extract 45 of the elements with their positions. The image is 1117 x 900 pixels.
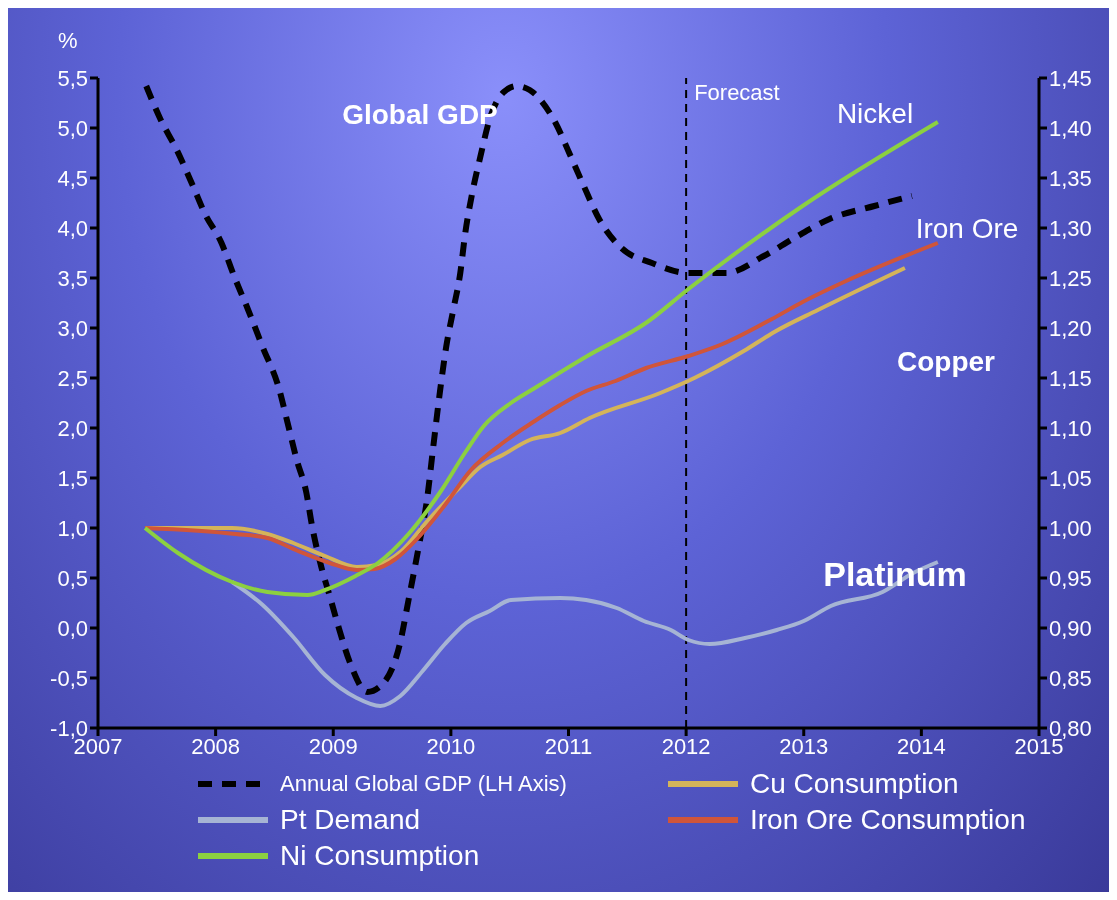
y-tick-label: 5,5 (57, 65, 88, 91)
y-tick-label: 4,0 (57, 215, 88, 241)
y2-tick-label: 1,35 (1049, 165, 1092, 191)
annotation: Iron Ore (915, 213, 1019, 245)
y-tick-label: 4,5 (57, 165, 88, 191)
y-tick-label: 3,0 (57, 315, 88, 341)
y2-tick-label: 1,15 (1049, 365, 1092, 391)
y2-tick-label: 1,45 (1049, 65, 1092, 91)
y-axis-title: % (58, 28, 78, 53)
y-tick-label: 1,0 (57, 515, 88, 541)
y2-tick-label: 0,85 (1049, 665, 1092, 691)
annotation: Platinum (823, 554, 967, 594)
x-tick-label: 2011 (544, 733, 593, 759)
legend-label: Pt Demand (280, 804, 421, 836)
y-tick-label: 5,0 (57, 115, 88, 141)
y2-tick-label: 1,05 (1049, 465, 1092, 491)
y2-tick-label: 1,10 (1049, 415, 1092, 441)
annotation: Global GDP (342, 99, 498, 131)
legend-label: Ni Consumption (280, 840, 480, 872)
x-tick-label: 2012 (661, 733, 711, 759)
y-tick-label: 2,5 (57, 365, 88, 391)
ref-line-label: Forecast (694, 80, 780, 105)
x-tick-label: 2010 (426, 733, 476, 759)
y2-tick-label: 0,90 (1049, 615, 1092, 641)
x-tick-label: 2014 (896, 733, 946, 759)
legend-label: Annual Global GDP (LH Axis) (280, 771, 567, 797)
y2-tick-label: 1,00 (1049, 515, 1092, 541)
y2-tick-label: 0,95 (1049, 565, 1092, 591)
x-tick-label: 2013 (779, 733, 829, 759)
y2-tick-label: 1,40 (1049, 115, 1092, 141)
y-tick-label: 2,0 (57, 415, 88, 441)
legend-label: Iron Ore Consumption (750, 804, 1026, 836)
x-tick-label: 2009 (308, 733, 358, 759)
x-tick-label: 2008 (191, 733, 241, 759)
y-tick-label: 1,5 (57, 465, 88, 491)
y2-tick-label: 1,25 (1049, 265, 1092, 291)
annotation: Nickel (836, 98, 914, 130)
y-tick-label: 0,0 (57, 615, 88, 641)
legend-label: Cu Consumption (750, 768, 959, 800)
y-tick-label: 3,5 (57, 265, 88, 291)
y-tick-label: 0,5 (57, 565, 88, 591)
annotation: Copper (897, 346, 995, 378)
y2-tick-label: 1,30 (1049, 215, 1092, 241)
y-tick-label: -0,5 (50, 665, 88, 691)
y2-tick-label: 1,20 (1049, 315, 1092, 341)
